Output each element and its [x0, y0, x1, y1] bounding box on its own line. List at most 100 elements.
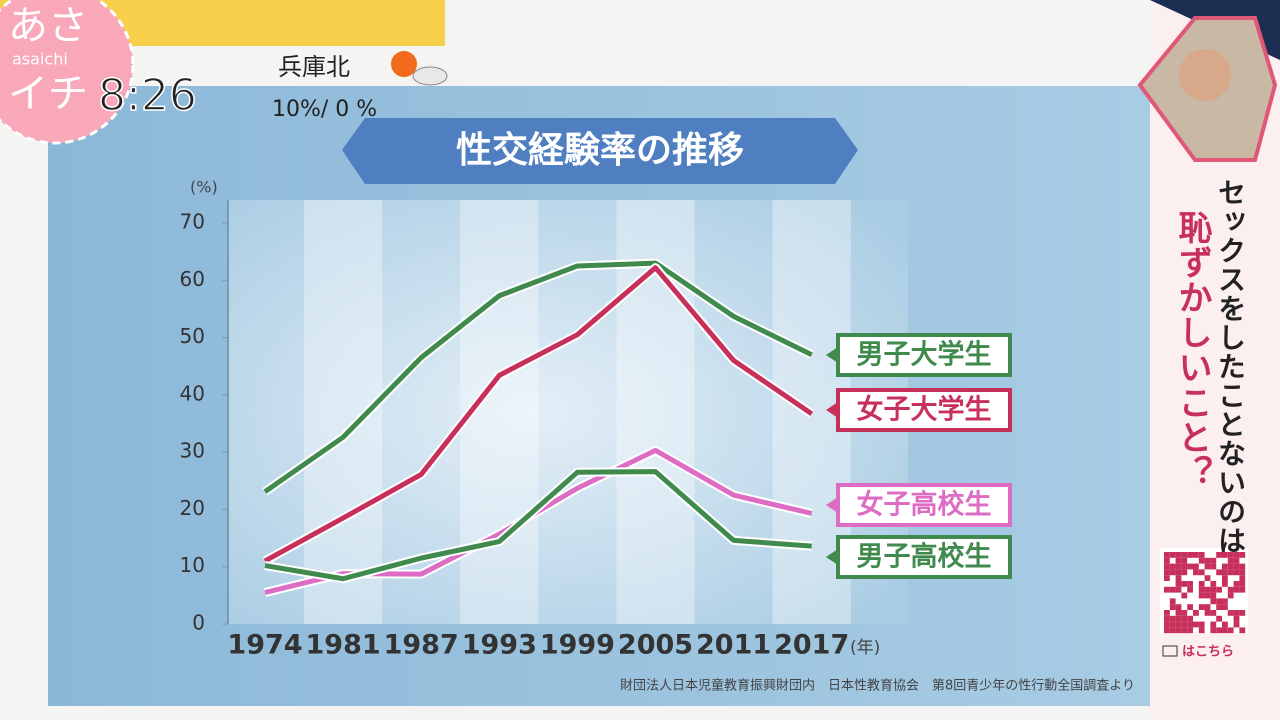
qr-cell: [1204, 563, 1211, 570]
x-tick-label: 2005: [618, 630, 693, 661]
qr-cell: [1164, 575, 1170, 581]
qr-cell: [1164, 586, 1170, 593]
qr-cell: [1204, 557, 1211, 564]
qr-cell: [1164, 563, 1170, 570]
qr-cell: [1233, 621, 1240, 628]
qr-cell: [1193, 563, 1199, 570]
legend-label: 男子大学生: [857, 339, 992, 371]
qr-cell: [1169, 586, 1176, 593]
y-tick-label: 50: [180, 324, 205, 348]
qr-cell: [1187, 627, 1193, 634]
qr-cell: [1233, 581, 1240, 587]
title-ribbon: [342, 118, 858, 184]
qr-cell: [1175, 569, 1182, 576]
qr-cell: [1193, 569, 1199, 576]
qr-cell: [1216, 627, 1222, 634]
qr-cell: [1187, 586, 1193, 593]
mail-icon: [1162, 645, 1178, 657]
weather-cloud: [412, 66, 448, 86]
qr-cell: [1216, 615, 1222, 622]
legend-box: [836, 388, 1012, 432]
qr-cell: [1181, 627, 1188, 634]
qr-cell: [1204, 575, 1211, 581]
qr-cell: [1198, 586, 1205, 593]
x-tick-label: 1974: [227, 630, 302, 661]
qr-cell: [1198, 569, 1205, 576]
qr-cell: [1175, 604, 1182, 610]
qr-cell: [1169, 569, 1176, 576]
y-tick-label: 10: [180, 553, 205, 577]
qr-cell: [1181, 621, 1188, 628]
qr-cell: [1233, 569, 1240, 576]
qr-link: はこちら: [1182, 645, 1234, 660]
qr-cell: [1239, 575, 1246, 581]
qr-cell: [1233, 586, 1240, 593]
qr-cell: [1216, 598, 1222, 605]
x-tick-label: 1993: [462, 630, 537, 661]
qr-cell: [1227, 627, 1234, 634]
qr-cell: [1210, 621, 1217, 628]
y-tick-label: 0: [192, 611, 205, 635]
qr-cell: [1175, 586, 1182, 593]
qr-cell: [1198, 627, 1205, 634]
qr-cell: [1181, 569, 1188, 576]
legend-box: [836, 535, 1012, 579]
weather-region: 兵庫北: [278, 53, 350, 81]
qr-cell: [1169, 621, 1176, 628]
qr-cell: [1164, 610, 1170, 616]
x-tick-label: 1987: [384, 630, 459, 661]
legend-box: [836, 333, 1012, 377]
qr-cell: [1181, 581, 1188, 587]
qr-cell: [1222, 575, 1228, 581]
legend-arrow: [826, 549, 838, 565]
qr-cell: [1204, 610, 1211, 616]
qr-cell: [1227, 592, 1234, 599]
qr-cell: [1227, 552, 1234, 558]
qr-cell: [1169, 598, 1176, 605]
qr-cell: [1216, 569, 1222, 576]
qr-cell: [1175, 552, 1182, 558]
logo-circle: [0, 0, 135, 145]
qr-cell: [1222, 621, 1228, 628]
qr-cell: [1193, 552, 1199, 558]
qr-cell: [1175, 627, 1182, 634]
qr-cell: [1216, 552, 1222, 558]
clock: 8:26: [98, 70, 197, 121]
qr-cell: [1222, 604, 1228, 610]
weather-sun: [391, 51, 417, 77]
qr-cell: [1210, 586, 1217, 593]
qr-cell: [1227, 569, 1234, 576]
qr-cell: [1164, 621, 1170, 628]
legend-arrow: [826, 402, 838, 418]
qr-cell: [1216, 586, 1222, 593]
question-line1: セックスをしたことないのは: [1214, 178, 1247, 555]
qr-cell: [1222, 627, 1228, 634]
qr-cell: [1187, 552, 1193, 558]
qr-cell: [1169, 615, 1176, 622]
logo-top: あさ: [8, 3, 88, 49]
y-tick-label: 60: [180, 267, 205, 291]
qr-cell: [1175, 557, 1182, 564]
legend-arrow: [826, 347, 838, 363]
qr-cell: [1239, 552, 1246, 558]
qr-cell: [1198, 592, 1205, 599]
qr-cell: [1198, 604, 1205, 610]
qr-cell: [1210, 557, 1217, 564]
x-unit: (年): [850, 638, 880, 658]
qr-cell: [1210, 592, 1217, 599]
qr-cell: [1233, 563, 1240, 570]
qr-cell: [1187, 563, 1193, 570]
qr-cell: [1210, 563, 1217, 570]
qr-cell: [1187, 621, 1193, 628]
qr-cell: [1198, 581, 1205, 587]
logo-roman: asaichi: [12, 50, 68, 69]
qr-cell: [1175, 621, 1182, 628]
qr-cell: [1169, 552, 1176, 558]
qr-cell: [1216, 604, 1222, 610]
legend-arrow: [826, 497, 838, 513]
qr-cell: [1181, 557, 1188, 564]
weather-rain: 10%/ 0 %: [272, 97, 377, 122]
qr-cell: [1198, 621, 1205, 628]
qr-cell: [1210, 610, 1217, 616]
qr-cell: [1181, 552, 1188, 558]
